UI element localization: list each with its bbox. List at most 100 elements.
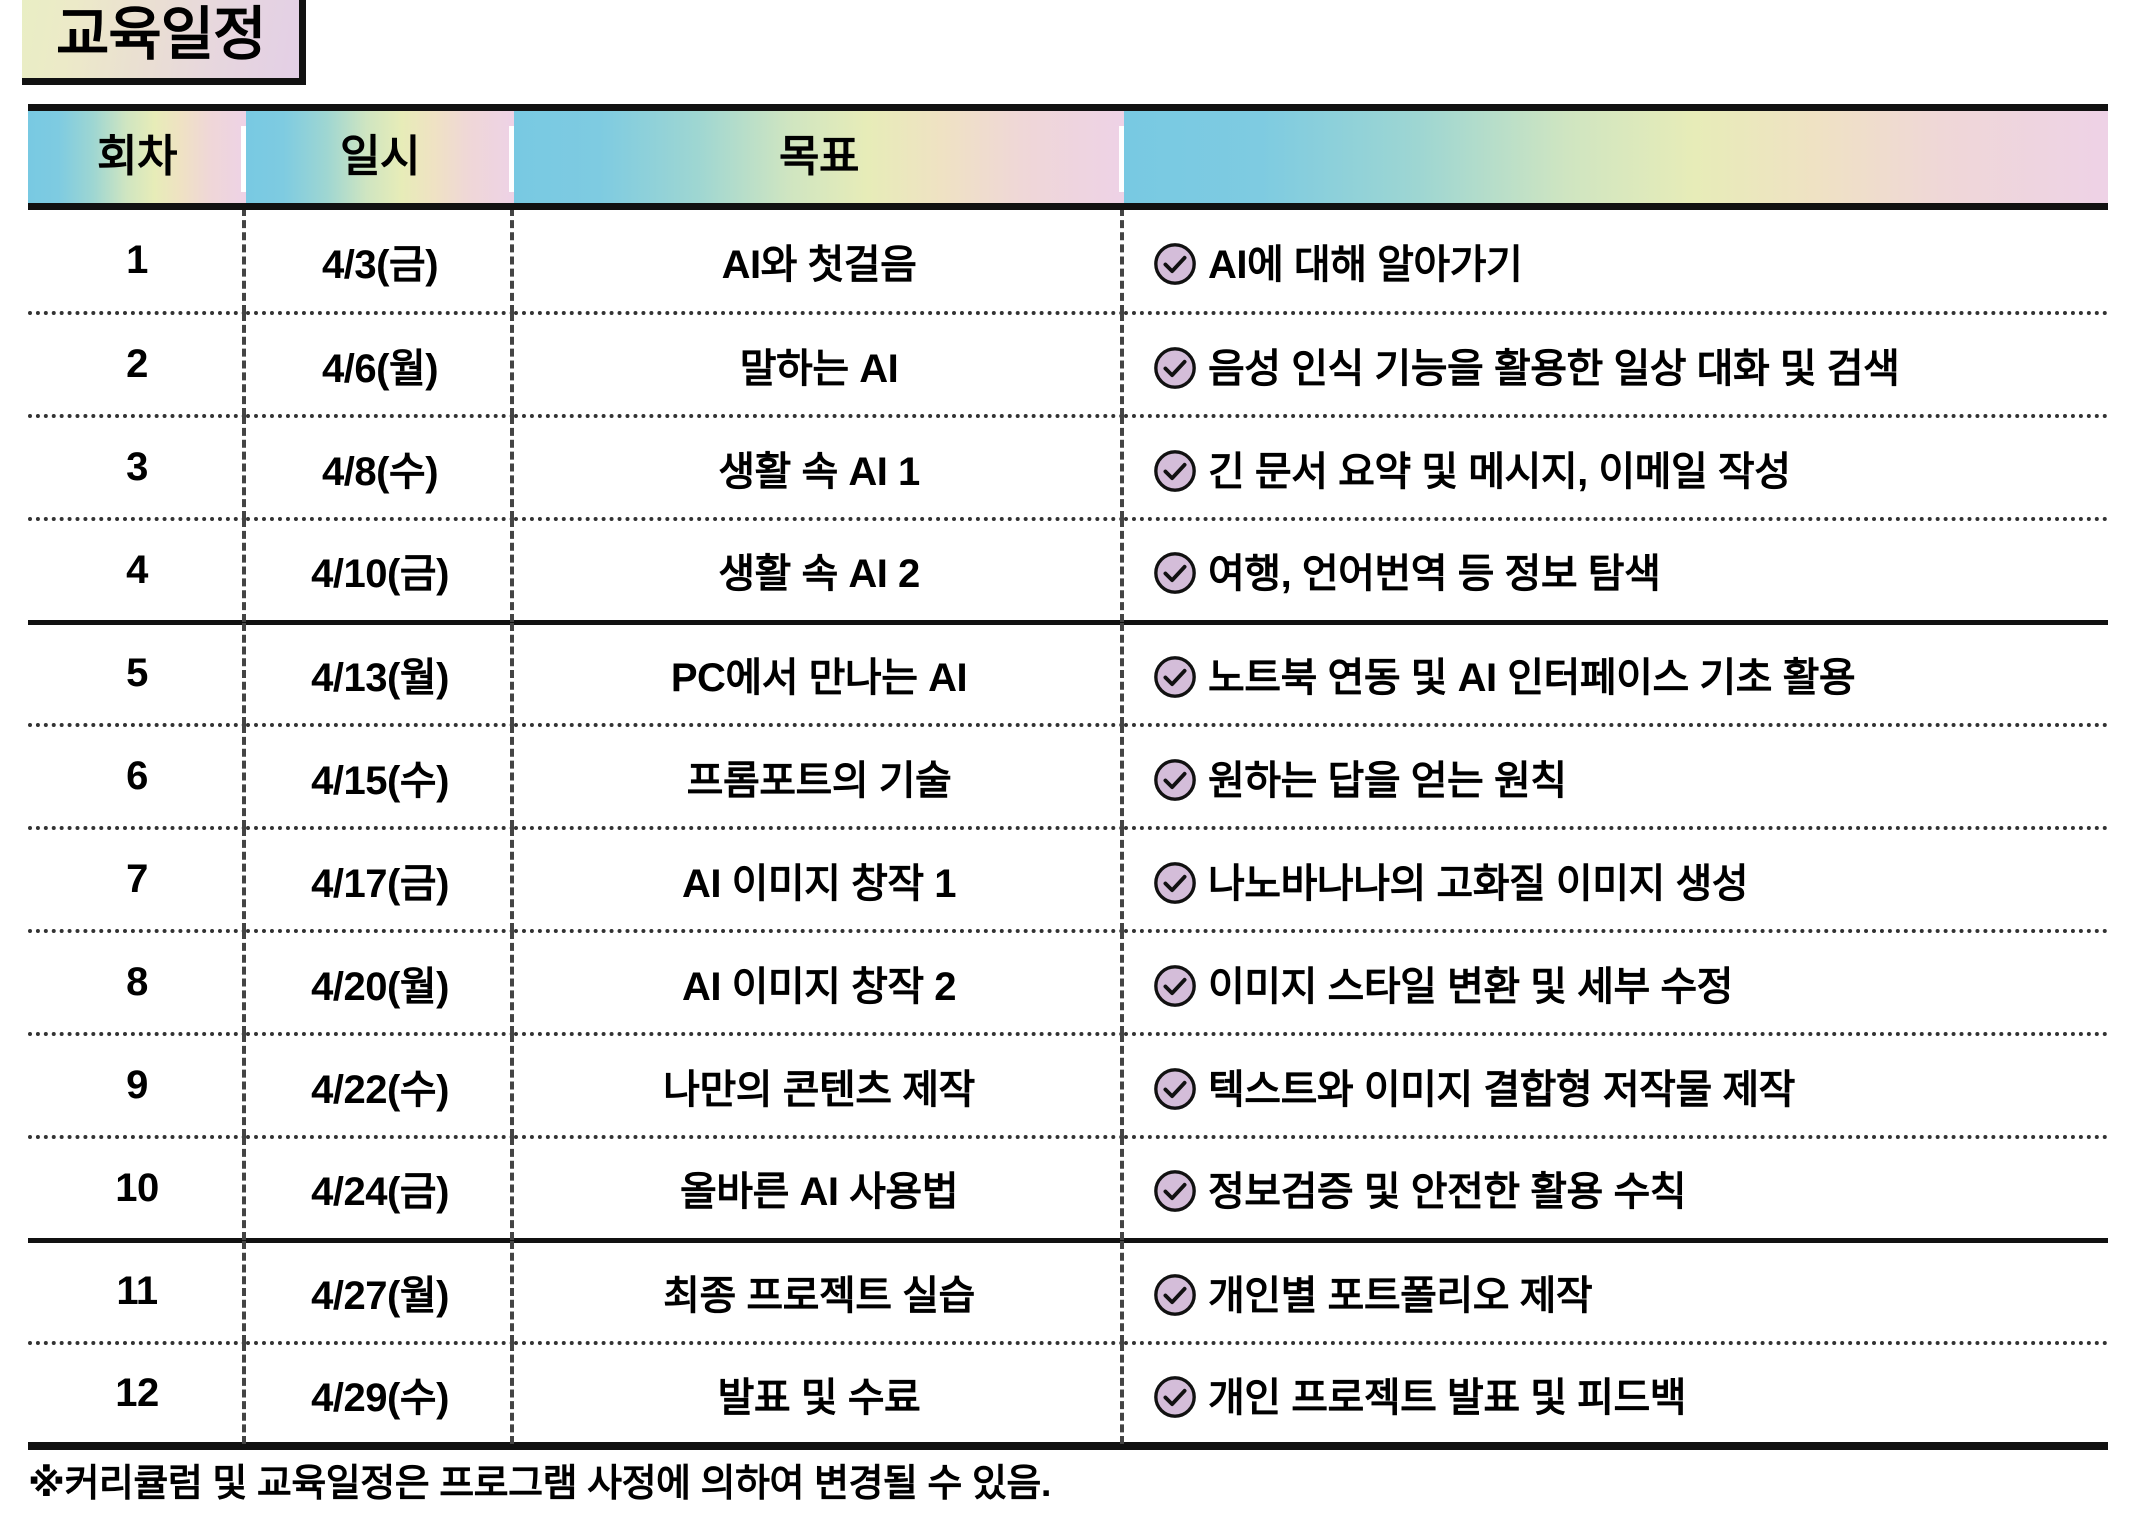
table-row: 4 4/10(금) 생활 속 AI 2 여행, 언어번역 등 정보 탐색 <box>28 517 2108 625</box>
header-bottom-rule <box>1124 203 2108 210</box>
page-title: 교육일정 <box>56 2 266 67</box>
cell-goal: PC에서 만나는 AI <box>514 620 1124 727</box>
cell-description-text: 여행, 언어번역 등 정보 탐색 <box>1208 552 1661 597</box>
cell-description-text: 나노바나나의 고화질 이미지 생성 <box>1208 861 1749 906</box>
cell-description-text: 이미지 스타일 변환 및 세부 수정 <box>1208 964 1733 1009</box>
check-circle-icon <box>1152 241 1198 287</box>
cell-description-text: 개인 프로젝트 발표 및 피드백 <box>1208 1375 1687 1420</box>
table-row: 1 4/3(금) AI와 첫걸음 AI에 대해 알아가기 <box>28 208 2108 315</box>
cell-description: 정보검증 및 안전한 활용 수칙 <box>1124 1137 2108 1243</box>
table-row: 2 4/6(월) 말하는 AI 음성 인식 기능을 활용한 일상 대화 및 검색 <box>28 311 2108 418</box>
table-row: 3 4/8(수) 생활 속 AI 1 긴 문서 요약 및 메시지, 이메일 작성 <box>28 414 2108 521</box>
check-circle-icon <box>1152 757 1198 803</box>
cell-description-text: 정보검증 및 안전한 활용 수칙 <box>1208 1170 1687 1215</box>
check-circle-icon <box>1152 1374 1198 1420</box>
cell-description-text: 텍스트와 이미지 결합형 저작물 제작 <box>1208 1067 1795 1112</box>
cell-date: 4/15(수) <box>246 723 514 830</box>
cell-session-no: 11 <box>28 1238 246 1345</box>
cell-goal: AI와 첫걸음 <box>514 208 1124 315</box>
cell-description: 긴 문서 요약 및 메시지, 이메일 작성 <box>1124 416 2108 521</box>
cell-description: 개인별 포트폴리오 제작 <box>1124 1240 2108 1345</box>
table-row: 11 4/27(월) 최종 프로젝트 실습 개인별 포트폴리오 제작 <box>28 1238 2108 1345</box>
check-circle-icon <box>1152 860 1198 906</box>
table-row: 12 4/29(수) 발표 및 수료 개인 프로젝트 발표 및 피드백 <box>28 1341 2108 1450</box>
column-header-desc <box>1124 104 2108 210</box>
footnote: ※커리큘럼 및 교육일정은 프로그램 사정에 의하여 변경될 수 있음. <box>28 1463 1051 1505</box>
cell-session-no: 6 <box>28 723 246 830</box>
cell-goal: 나만의 콘텐츠 제작 <box>514 1032 1124 1139</box>
header-bottom-rule <box>28 203 246 210</box>
check-circle-icon <box>1152 963 1198 1009</box>
cell-description: 원하는 답을 얻는 원칙 <box>1124 725 2108 830</box>
cell-session-no: 5 <box>28 620 246 727</box>
cell-goal: 최종 프로젝트 실습 <box>514 1238 1124 1345</box>
cell-description-text: 개인별 포트폴리오 제작 <box>1208 1273 1593 1318</box>
table-row: 9 4/22(수) 나만의 콘텐츠 제작 텍스트와 이미지 결합형 저작물 제작 <box>28 1032 2108 1139</box>
check-circle-icon <box>1152 1168 1198 1214</box>
column-header-no: 회차 <box>28 104 246 210</box>
header-bottom-rule <box>246 203 514 210</box>
cell-description-text: AI에 대해 알아가기 <box>1208 242 1523 287</box>
cell-goal: 프롬포트의 기술 <box>514 723 1124 830</box>
table-row: 8 4/20(월) AI 이미지 창작 2 이미지 스타일 변환 및 세부 수정 <box>28 929 2108 1036</box>
cell-date: 4/8(수) <box>246 414 514 521</box>
cell-description-text: 긴 문서 요약 및 메시지, 이메일 작성 <box>1208 449 1791 494</box>
check-circle-icon <box>1152 345 1198 391</box>
column-header-goal: 목표 <box>514 104 1124 210</box>
table-body: 1 4/3(금) AI와 첫걸음 AI에 대해 알아가기 2 4/6(월) 말하는 AI 음성… <box>28 208 2108 1450</box>
check-circle-icon <box>1152 448 1198 494</box>
column-header-date: 일시 <box>246 104 514 210</box>
check-circle-icon <box>1152 550 1198 596</box>
cell-date: 4/3(금) <box>246 208 514 315</box>
cell-goal: 올바른 AI 사용법 <box>514 1135 1124 1243</box>
cell-session-no: 1 <box>28 208 246 315</box>
cell-description: 나노바나나의 고화질 이미지 생성 <box>1124 828 2108 933</box>
column-header-no-label: 회차 <box>97 132 177 181</box>
table-header: 회차 일시 목표 <box>28 104 2108 210</box>
cell-goal: 말하는 AI <box>514 311 1124 418</box>
header-bottom-rule <box>514 203 1124 210</box>
cell-date: 4/20(월) <box>246 929 514 1036</box>
cell-date: 4/29(수) <box>246 1341 514 1450</box>
cell-session-no: 3 <box>28 414 246 521</box>
cell-session-no: 7 <box>28 826 246 933</box>
cell-description: 이미지 스타일 변환 및 세부 수정 <box>1124 931 2108 1036</box>
cell-date: 4/13(월) <box>246 620 514 727</box>
column-header-goal-label: 목표 <box>779 132 859 181</box>
header-top-rule <box>246 104 514 111</box>
header-gradient-band <box>514 104 1124 210</box>
column-header-date-label: 일시 <box>340 132 420 181</box>
header-gradient-band <box>28 104 246 210</box>
header-top-rule <box>1124 104 2108 111</box>
check-circle-icon <box>1152 1272 1198 1318</box>
cell-date: 4/17(금) <box>246 826 514 933</box>
cell-date: 4/24(금) <box>246 1135 514 1243</box>
cell-session-no: 10 <box>28 1135 246 1243</box>
cell-description: 텍스트와 이미지 결합형 저작물 제작 <box>1124 1034 2108 1139</box>
table-row: 10 4/24(금) 올바른 AI 사용법 정보검증 및 안전한 활용 수칙 <box>28 1135 2108 1243</box>
cell-description: 노트북 연동 및 AI 인터페이스 기초 활용 <box>1124 622 2108 727</box>
cell-session-no: 2 <box>28 311 246 418</box>
cell-description: 여행, 언어번역 등 정보 탐색 <box>1124 519 2108 625</box>
header-top-rule <box>28 104 246 111</box>
cell-description-text: 노트북 연동 및 AI 인터페이스 기초 활용 <box>1208 655 1856 700</box>
cell-goal: 발표 및 수료 <box>514 1341 1124 1450</box>
table-row: 6 4/15(수) 프롬포트의 기술 원하는 답을 얻는 원칙 <box>28 723 2108 830</box>
schedule-table: 회차 일시 목표 <box>28 104 2108 1450</box>
cell-session-no: 12 <box>28 1341 246 1450</box>
cell-session-no: 9 <box>28 1032 246 1139</box>
check-circle-icon <box>1152 1066 1198 1112</box>
cell-session-no: 4 <box>28 517 246 625</box>
cell-date: 4/6(월) <box>246 311 514 418</box>
cell-description: AI에 대해 알아가기 <box>1124 210 2108 315</box>
cell-description: 개인 프로젝트 발표 및 피드백 <box>1124 1343 2108 1450</box>
title-badge: 교육일정 <box>22 0 307 85</box>
check-circle-icon <box>1152 654 1198 700</box>
cell-goal: 생활 속 AI 1 <box>514 414 1124 521</box>
cell-goal: 생활 속 AI 2 <box>514 517 1124 625</box>
schedule-table-wrapper: 회차 일시 목표 <box>28 104 2108 1450</box>
title-area: 교육일정 <box>0 0 307 85</box>
header-gradient-band <box>246 104 514 210</box>
table-row: 7 4/17(금) AI 이미지 창작 1 나노바나나의 고화질 이미지 생성 <box>28 826 2108 933</box>
cell-goal: AI 이미지 창작 1 <box>514 826 1124 933</box>
